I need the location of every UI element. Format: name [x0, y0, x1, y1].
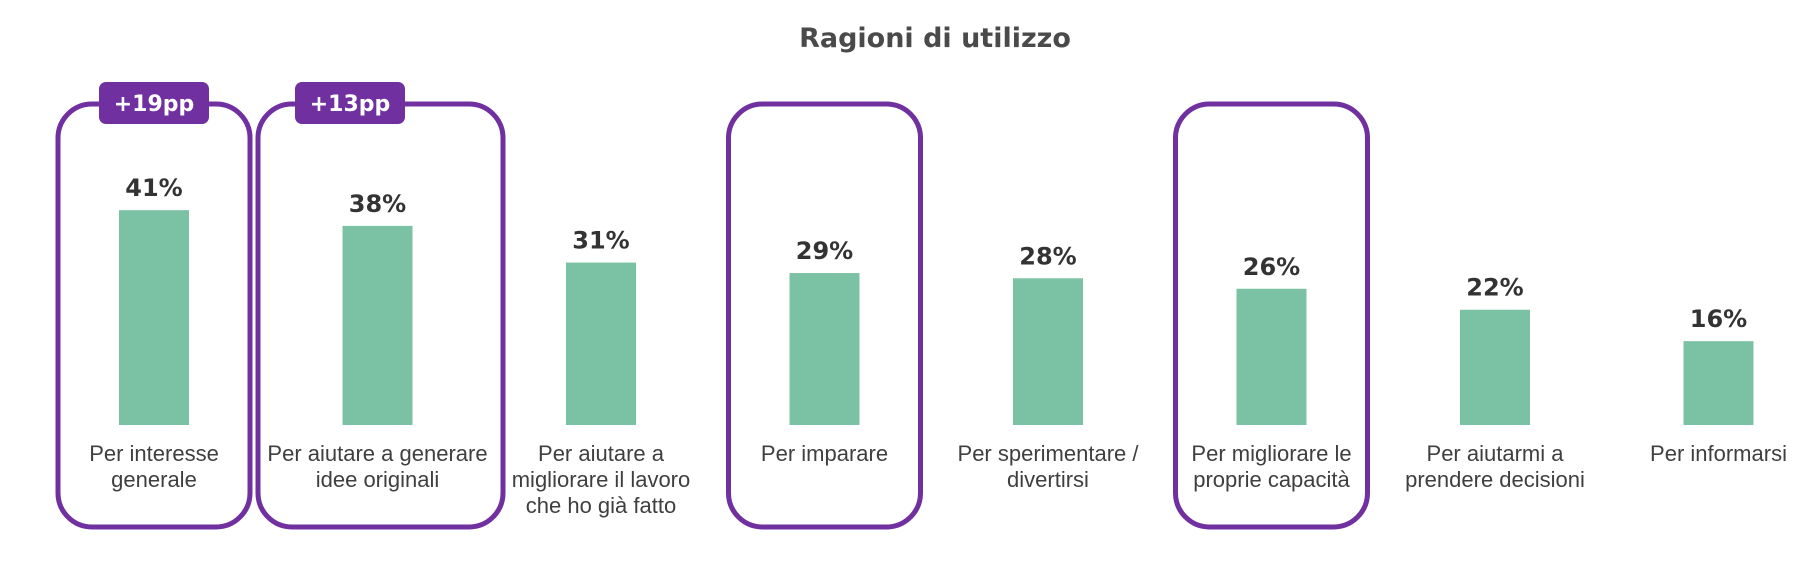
category-label-line: Per aiutarmi a — [1427, 441, 1565, 466]
category-label-2: Per aiutare a migliorare il lavoro che ho … — [512, 441, 691, 518]
category-label-line: generale — [111, 467, 197, 492]
category-label-line: divertirsi — [1007, 467, 1089, 492]
highlight-frame-3 — [726, 101, 923, 530]
bar-1 — [342, 225, 413, 425]
value-label-1: 38% — [349, 190, 406, 218]
category-label-line: Per migliorare le — [1191, 441, 1351, 466]
badge-1: +13pp — [295, 82, 405, 124]
bar-0 — [119, 210, 189, 425]
highlight-frame-5 — [1173, 101, 1370, 530]
bar-5 — [1236, 288, 1307, 425]
bar-2 — [566, 262, 636, 425]
category-label-4: Per sperimentare / divertirsi — [958, 441, 1140, 492]
badge-background — [295, 82, 405, 124]
category-label-line: prendere decisioni — [1405, 467, 1585, 492]
chart-title: Ragioni di utilizzo — [799, 23, 1071, 54]
category-label-line: idee originali — [316, 467, 440, 492]
category-label-line: Per aiutare a generare — [267, 441, 487, 466]
category-label-line: Per informarsi — [1650, 441, 1787, 466]
category-label-0: Per interesse generale — [89, 441, 219, 492]
bar-4 — [1013, 278, 1083, 425]
value-label-3: 29% — [796, 237, 853, 265]
badge-text: +19pp — [114, 92, 195, 117]
bars — [119, 210, 1754, 425]
value-label-7: 16% — [1690, 305, 1747, 333]
category-label-line: che ho già fatto — [526, 493, 676, 518]
value-labels: 41% 38% 31% 29% 28% 26% 22% 16% — [125, 174, 1747, 333]
category-label-3: Per imparare — [761, 441, 888, 466]
highlight-frames — [55, 101, 1370, 530]
badge-background — [99, 82, 209, 124]
category-labels: Per interesse generale Per aiutare a gener… — [89, 441, 1787, 518]
badge-0: +19pp — [99, 82, 209, 124]
value-label-2: 31% — [572, 227, 629, 255]
value-label-4: 28% — [1019, 242, 1076, 270]
bar-7 — [1683, 341, 1754, 425]
bar-3 — [789, 273, 860, 425]
badge-text: +13pp — [310, 92, 391, 117]
category-label-7: Per informarsi — [1650, 441, 1787, 466]
bar-6 — [1460, 309, 1530, 425]
category-label-line: Per sperimentare / — [958, 441, 1140, 466]
category-label-line: Per interesse — [89, 441, 219, 466]
category-label-line: Per aiutare a — [538, 441, 665, 466]
category-label-1: Per aiutare a generare idee originali — [267, 441, 487, 492]
category-label-line: migliorare il lavoro — [512, 467, 691, 492]
category-label-6: Per aiutarmi a prendere decisioni — [1405, 441, 1585, 492]
category-label-line: Per imparare — [761, 441, 888, 466]
value-label-5: 26% — [1243, 253, 1300, 281]
category-label-5: Per migliorare le proprie capacità — [1191, 441, 1351, 492]
badges: +19pp +13pp — [99, 82, 405, 124]
category-label-line: proprie capacità — [1193, 467, 1350, 492]
value-label-6: 22% — [1466, 274, 1523, 302]
value-label-0: 41% — [125, 174, 182, 202]
